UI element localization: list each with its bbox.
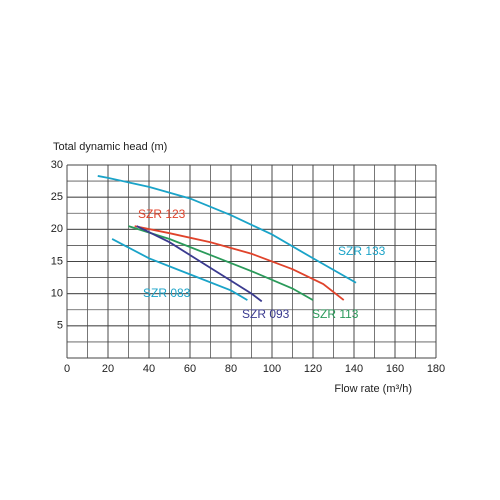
curve <box>134 225 345 301</box>
x-tick-label: 20 <box>102 363 114 375</box>
y-tick-label: 25 <box>51 191 63 203</box>
series-label: SZR 123 <box>138 207 186 221</box>
y-tick-label: 30 <box>51 159 63 171</box>
curve <box>97 175 357 284</box>
y-tick-label: 15 <box>51 255 63 267</box>
series-label: SZR 083 <box>143 286 191 300</box>
curve <box>136 225 263 303</box>
x-axis-title: Flow rate (m³/h) <box>334 383 412 395</box>
x-tick-label: 140 <box>345 363 363 375</box>
x-tick-label: 180 <box>427 363 445 375</box>
y-tick-label: 5 <box>57 320 63 332</box>
y-tick-label: 10 <box>51 288 63 300</box>
x-tick-label: 120 <box>304 363 322 375</box>
x-tick-label: 0 <box>64 363 70 375</box>
curve <box>111 238 248 301</box>
x-tick-label: 40 <box>143 363 155 375</box>
x-tick-label: 60 <box>184 363 196 375</box>
x-tick-label: 160 <box>386 363 404 375</box>
curve <box>128 225 314 301</box>
y-tick-label: 20 <box>51 223 63 235</box>
x-tick-label: 100 <box>263 363 281 375</box>
series-label: SZR 113 <box>312 307 359 321</box>
y-axis-title: Total dynamic head (m) <box>53 141 167 153</box>
x-tick-label: 80 <box>225 363 237 375</box>
series-label: SZR 133 <box>338 244 386 258</box>
series-label: SZR 093 <box>242 307 290 321</box>
